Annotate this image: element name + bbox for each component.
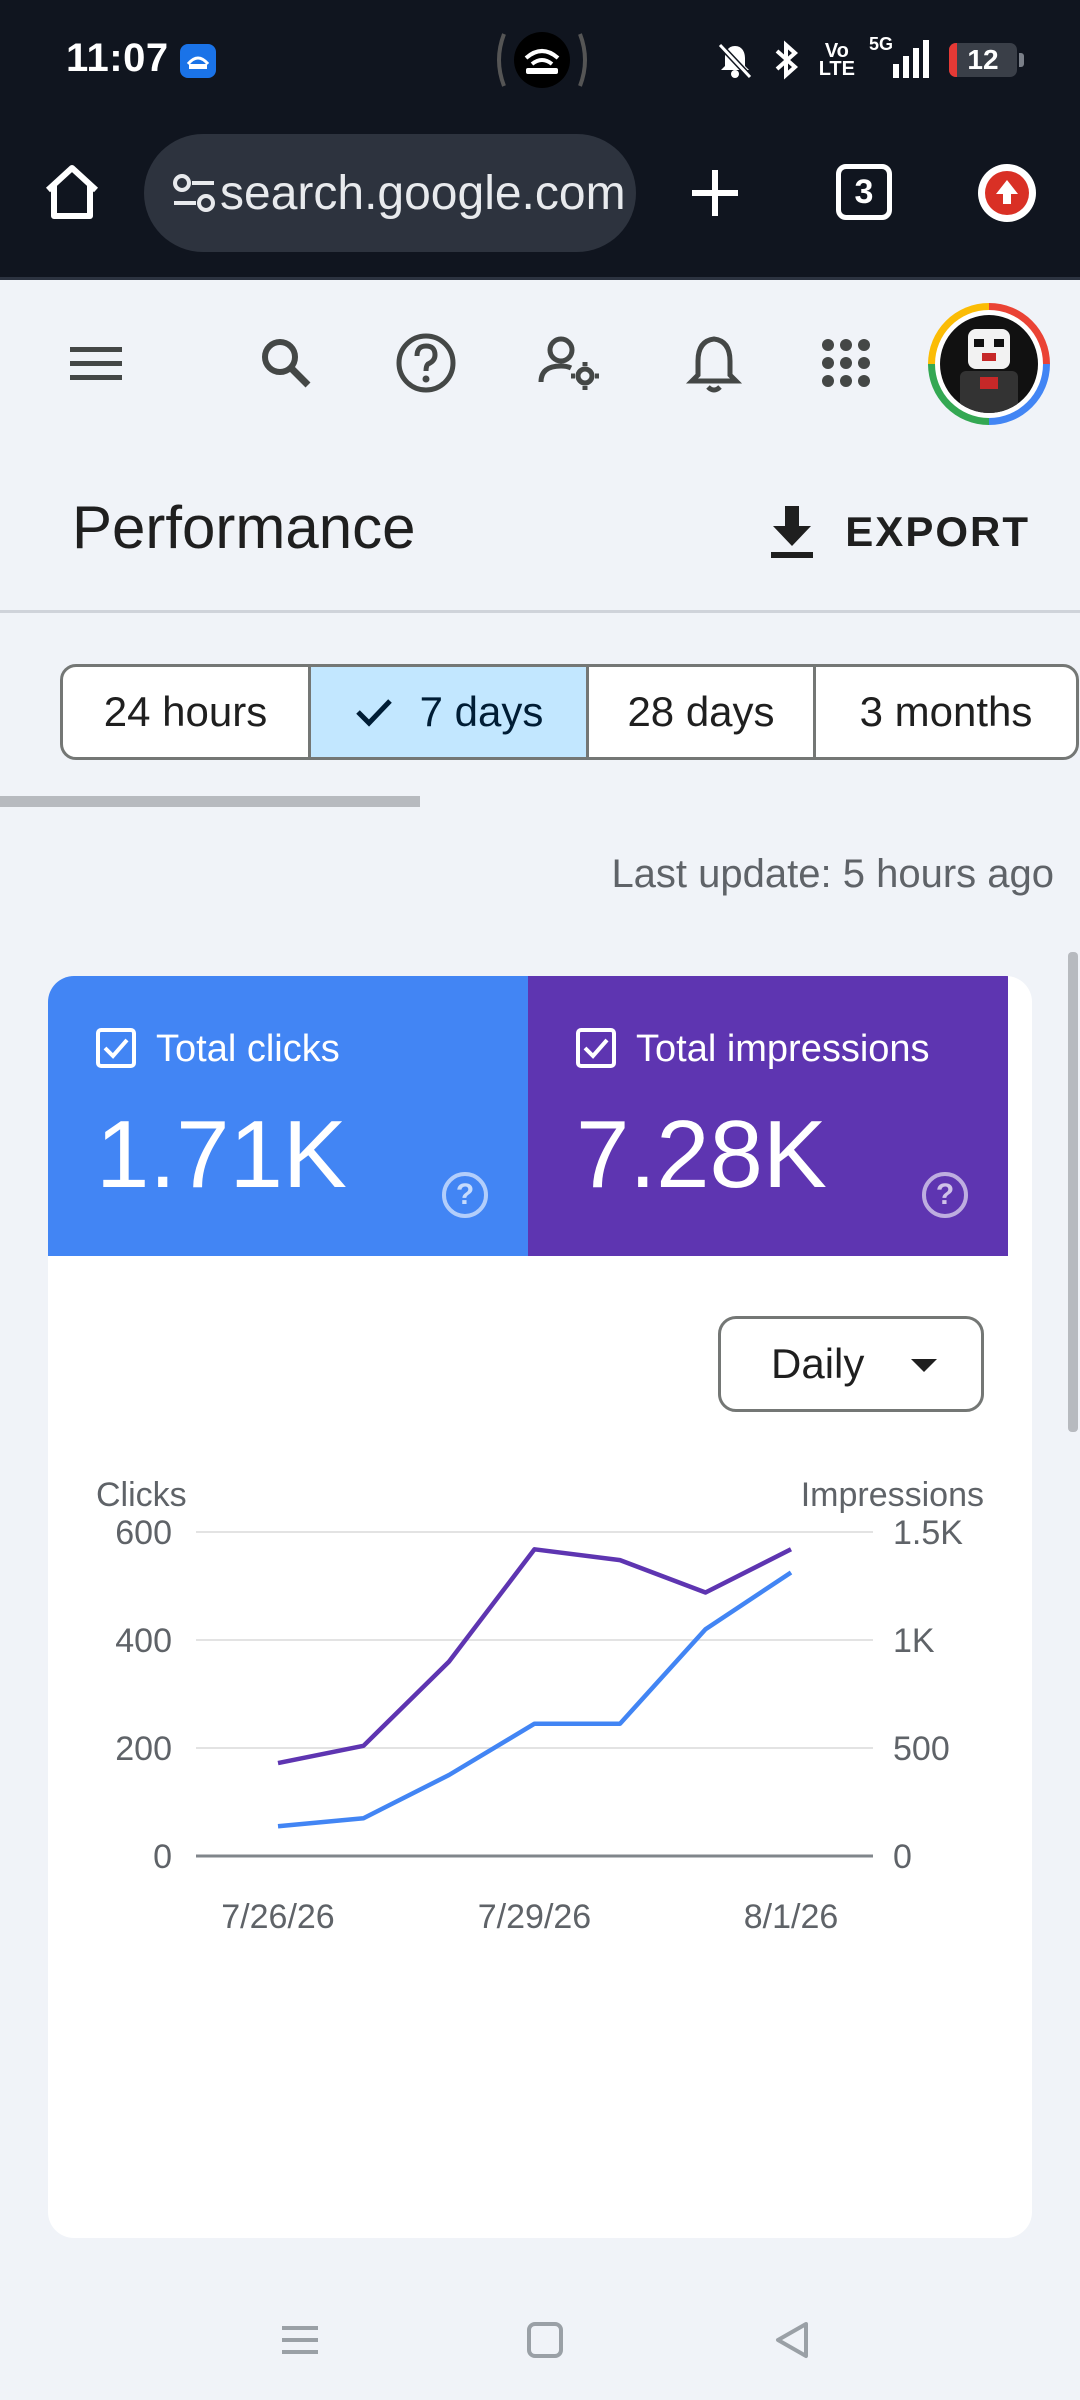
- home-button[interactable]: [40, 160, 104, 224]
- metric-label: Total clicks: [156, 1028, 340, 1070]
- status-bar: 11:07 Vo LTE 5G 12: [0, 0, 1080, 120]
- system-nav-bar: [0, 2280, 1080, 2400]
- metric-label: Total impressions: [636, 1028, 930, 1070]
- chip-label: 24 hours: [103, 688, 268, 735]
- bluetooth-icon: [775, 40, 798, 80]
- export-label: EXPORT: [845, 508, 1030, 555]
- recents-button[interactable]: [270, 2310, 330, 2370]
- home-square-icon: [527, 2322, 563, 2358]
- battery-level: 12: [967, 44, 999, 75]
- tab-switcher-button[interactable]: 3: [836, 164, 892, 220]
- chip-24-hours[interactable]: 24 hours: [63, 667, 311, 757]
- left-axis-title: Clicks: [96, 1476, 187, 1514]
- avatar-image: [940, 315, 1038, 413]
- url-text: search.google.com: [220, 166, 626, 220]
- chip-label: 28 days: [627, 688, 775, 735]
- metric-value: 1.71K: [96, 1101, 347, 1208]
- check-icon: [355, 699, 392, 727]
- search-button[interactable]: [248, 325, 324, 401]
- menu-icon: [70, 347, 122, 380]
- performance-chart-card: Total clicks 1.71K ? Total impressions 7…: [48, 976, 1032, 2238]
- chip-scrollbar[interactable]: [0, 796, 420, 807]
- status-time: 11:07: [66, 36, 169, 80]
- series-line-clicks: [277, 1570, 793, 1829]
- y2-tick-label: 0: [893, 1838, 912, 1876]
- page-title: Performance: [72, 494, 416, 561]
- dropdown-arrow-icon: [911, 1359, 937, 1372]
- help-icon[interactable]: ?: [442, 1172, 488, 1218]
- apps-button[interactable]: [808, 325, 884, 401]
- granularity-dropdown[interactable]: Daily: [718, 1316, 984, 1412]
- checkbox-icon[interactable]: [96, 1028, 136, 1068]
- date-range-selector: 24 hours 7 days 28 days 3 months: [60, 664, 1079, 760]
- network-type-label: 5G: [869, 34, 894, 54]
- y-tick-label: 400: [115, 1622, 172, 1660]
- chip-label: 3 months: [859, 688, 1033, 735]
- menu-button[interactable]: [58, 325, 134, 401]
- browser-update-button[interactable]: [978, 164, 1036, 222]
- x-tick-label: 7/29/26: [478, 1898, 591, 1936]
- signal-icon: 5G: [869, 34, 935, 82]
- y-tick-label: 600: [115, 1514, 172, 1552]
- mute-icon: [717, 42, 752, 80]
- chip-label: 7 days: [419, 688, 544, 735]
- y2-tick-label: 1K: [893, 1622, 935, 1660]
- hotspot-icon: [492, 28, 592, 92]
- top-app-bar: [0, 283, 1080, 443]
- admin-settings-button[interactable]: [532, 325, 608, 401]
- performance-header: Performance EXPORT: [0, 443, 1080, 613]
- notifications-icon: [685, 336, 743, 393]
- y-tick-label: 0: [153, 1838, 172, 1876]
- home-nav-button[interactable]: [515, 2310, 575, 2370]
- plus-icon: [692, 170, 738, 216]
- chip-28-days[interactable]: 28 days: [589, 667, 816, 757]
- back-triangle-icon: [776, 2322, 808, 2358]
- site-settings-icon[interactable]: [168, 167, 220, 219]
- battery-nub: [1019, 53, 1024, 67]
- volte-label: Vo LTE: [818, 40, 855, 80]
- search-icon: [262, 339, 311, 388]
- chip-7-days[interactable]: 7 days: [311, 667, 589, 757]
- granularity-label: Daily: [771, 1340, 865, 1387]
- admin-settings-icon: [538, 336, 599, 390]
- y2-tick-label: 500: [893, 1730, 950, 1768]
- x-tick-label: 7/26/26: [221, 1898, 334, 1936]
- performance-line-chart: Clicks Impressions 0 200 400 600 0 500 1K 1.5K 7/2…: [96, 1476, 984, 1936]
- series-line-impressions: [277, 1547, 793, 1766]
- app-notification-icon: [180, 44, 216, 78]
- help-button[interactable]: [388, 325, 464, 401]
- x-tick-label: 8/1/26: [744, 1898, 839, 1936]
- new-tab-button[interactable]: [680, 158, 750, 228]
- page-scrollbar[interactable]: [1068, 952, 1078, 1432]
- total-impressions-tile[interactable]: Total impressions 7.28K ?: [528, 976, 1008, 1256]
- checkbox-icon[interactable]: [576, 1028, 616, 1068]
- battery-fill: [949, 43, 958, 77]
- last-update-text: Last update: 5 hours ago: [611, 852, 1054, 896]
- recents-icon: [282, 2326, 318, 2354]
- help-icon[interactable]: ?: [922, 1172, 968, 1218]
- address-bar[interactable]: search.google.com: [144, 134, 636, 252]
- total-clicks-tile[interactable]: Total clicks 1.71K ?: [48, 976, 528, 1256]
- browser-toolbar: search.google.com 3: [0, 120, 1080, 280]
- chip-3-months[interactable]: 3 months: [816, 667, 1076, 757]
- home-icon: [45, 165, 99, 219]
- export-button[interactable]: EXPORT: [767, 501, 1030, 563]
- battery-indicator: 12: [949, 43, 1017, 77]
- update-arrow-icon: [985, 171, 1029, 215]
- apps-icon: [822, 339, 870, 387]
- y-tick-label: 200: [115, 1730, 172, 1768]
- status-icons: Vo LTE 5G 12: [715, 34, 1024, 84]
- notifications-button[interactable]: [676, 325, 752, 401]
- metric-value: 7.28K: [576, 1101, 827, 1208]
- back-button[interactable]: [762, 2310, 822, 2370]
- y2-tick-label: 1.5K: [893, 1514, 963, 1552]
- download-icon: [771, 506, 814, 558]
- help-icon: [396, 333, 456, 393]
- account-avatar[interactable]: [928, 303, 1050, 425]
- right-axis-title: Impressions: [801, 1476, 984, 1514]
